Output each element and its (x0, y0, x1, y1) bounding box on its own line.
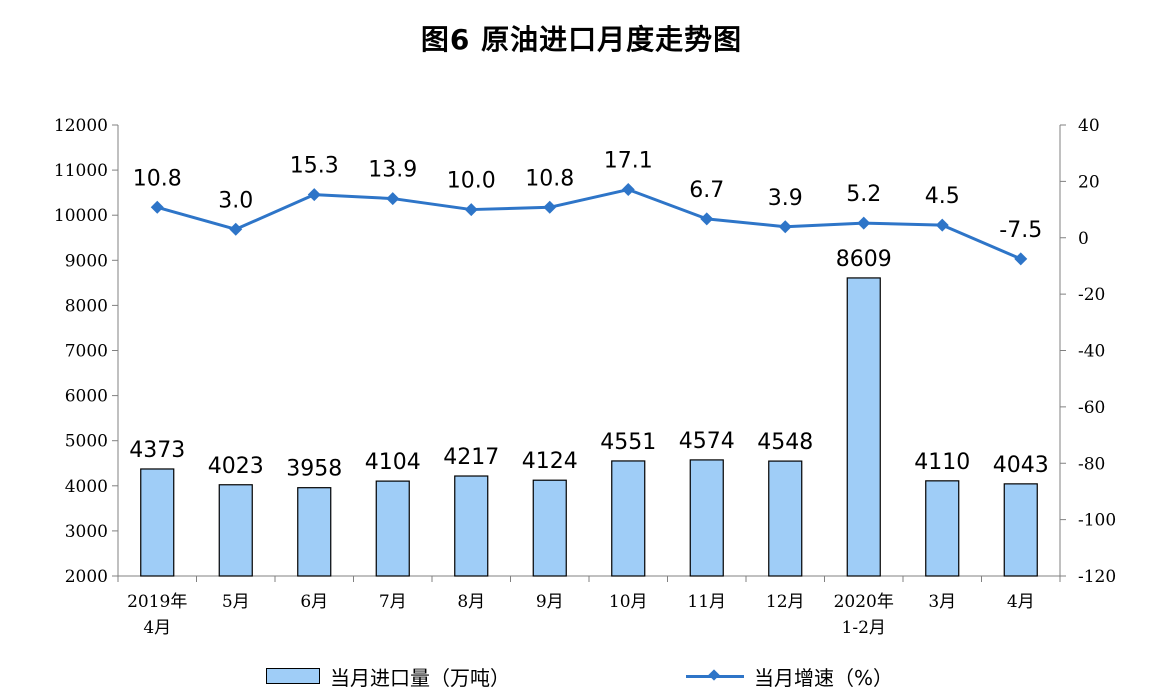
growth-rate-point (1014, 252, 1028, 266)
bar-import-volume (140, 468, 175, 577)
chart-plot: 2000 3000 4000 5000 6000 7000 8000 9000 10000 110… (54, 116, 1116, 638)
growth-rate-point (700, 212, 714, 226)
growth-rate-point (621, 183, 635, 197)
x-tick-label: 2020年 (834, 592, 894, 612)
left-tick-label: 5000 (65, 432, 108, 452)
x-tick-label: 8月 (457, 592, 485, 612)
bar-data-label: 4043 (993, 453, 1049, 478)
right-tick-label: -60 (1078, 398, 1105, 418)
left-tick-label: 6000 (65, 387, 108, 407)
x-tick-label: 1-2月 (842, 618, 886, 638)
bar-data-label: 4551 (600, 430, 656, 455)
left-tick-label: 9000 (65, 251, 108, 271)
x-tick-label: 5月 (222, 592, 250, 612)
bar-import-volume (925, 480, 960, 577)
left-tick-label: 4000 (65, 477, 108, 497)
left-tick-label: 10000 (54, 206, 108, 226)
line-data-label: 3.9 (768, 186, 803, 211)
x-tick-label: 10月 (609, 592, 648, 612)
bar-data-label: 4217 (443, 445, 499, 470)
line-data-label: 4.5 (925, 184, 960, 209)
legend-item-growth-rate: 当月增速（%） (686, 660, 893, 692)
bar-import-volume (846, 277, 881, 577)
left-tick-label: 3000 (65, 522, 108, 542)
growth-rate-point (150, 200, 164, 214)
right-tick-label: -120 (1078, 567, 1116, 587)
bar-data-label: 3958 (286, 457, 342, 482)
legend-item-import-volume: 当月进口量（万吨） (266, 660, 510, 692)
chart-legend: 当月进口量（万吨） 当月增速（%） (0, 660, 1163, 692)
right-tick-label: -20 (1078, 285, 1105, 305)
x-tick-label: 12月 (766, 592, 805, 612)
right-tick-label: 0 (1078, 229, 1089, 249)
growth-rate-point (778, 220, 792, 234)
bar-import-volume (218, 484, 253, 577)
right-tick-label: -100 (1078, 511, 1116, 531)
line-data-label: -7.5 (999, 218, 1042, 243)
chart-title: 图6 原油进口月度走势图 (420, 23, 743, 56)
legend-bar-swatch (266, 668, 320, 684)
left-tick-label: 8000 (65, 296, 108, 316)
bar-data-label: 4110 (914, 450, 970, 475)
left-tick-label: 11000 (54, 161, 108, 181)
legend-label-import-volume: 当月进口量（万吨） (330, 665, 510, 690)
x-tick-label: 6月 (300, 592, 328, 612)
bar-import-volume (611, 460, 646, 577)
bar-import-volume (375, 480, 410, 577)
bar-data-label: 4574 (679, 429, 735, 454)
line-data-label: 10.8 (525, 166, 574, 191)
growth-rate-point (386, 192, 400, 206)
legend-line-swatch (686, 669, 744, 683)
right-tick-label: 20 (1078, 172, 1100, 192)
bar-import-volume (1003, 483, 1038, 577)
x-tick-label: 11月 (687, 592, 726, 612)
bar-data-label: 4124 (522, 449, 578, 474)
line-data-label: 13.9 (368, 158, 417, 183)
left-tick-label: 7000 (65, 342, 108, 362)
bar-import-volume (454, 475, 489, 577)
growth-rate-point (935, 218, 949, 232)
bar-import-volume (768, 460, 803, 577)
growth-rate-point (229, 222, 243, 236)
growth-rate-line (156, 188, 1022, 261)
x-tick-label: 4月 (1007, 592, 1035, 612)
x-tick-label: 9月 (536, 592, 564, 612)
bar-data-label: 8609 (836, 247, 892, 272)
left-tick-label: 2000 (65, 567, 108, 587)
line-data-label: 6.7 (689, 178, 724, 203)
bar-import-volume (689, 459, 724, 577)
bar-data-label: 4023 (208, 454, 264, 479)
x-tick-label: 2019年 (127, 592, 187, 612)
bar-data-label: 4104 (365, 450, 421, 475)
x-tick-label: 7月 (379, 592, 407, 612)
bar-import-volume (297, 487, 332, 577)
legend-label-growth-rate: 当月增速（%） (754, 665, 894, 690)
line-data-label: 15.3 (290, 154, 339, 179)
left-tick-label: 12000 (54, 116, 108, 136)
right-tick-label: 40 (1078, 116, 1100, 136)
growth-rate-point (464, 203, 478, 217)
bar-import-volume (532, 479, 567, 577)
line-data-label: 10.0 (447, 169, 496, 194)
line-data-label: 5.2 (846, 182, 881, 207)
line-data-label: 17.1 (604, 149, 653, 174)
growth-rate-point (307, 188, 321, 202)
bar-data-label: 4548 (757, 430, 813, 455)
right-tick-label: -80 (1078, 454, 1105, 474)
x-tick-label: 4月 (143, 618, 171, 638)
right-tick-label: -40 (1078, 342, 1105, 362)
x-tick-label: 3月 (928, 592, 956, 612)
growth-rate-point (543, 200, 557, 214)
line-data-label: 3.0 (218, 188, 253, 213)
line-data-label: 10.8 (133, 166, 182, 191)
bar-data-label: 4373 (129, 438, 185, 463)
growth-rate-point (857, 216, 871, 230)
